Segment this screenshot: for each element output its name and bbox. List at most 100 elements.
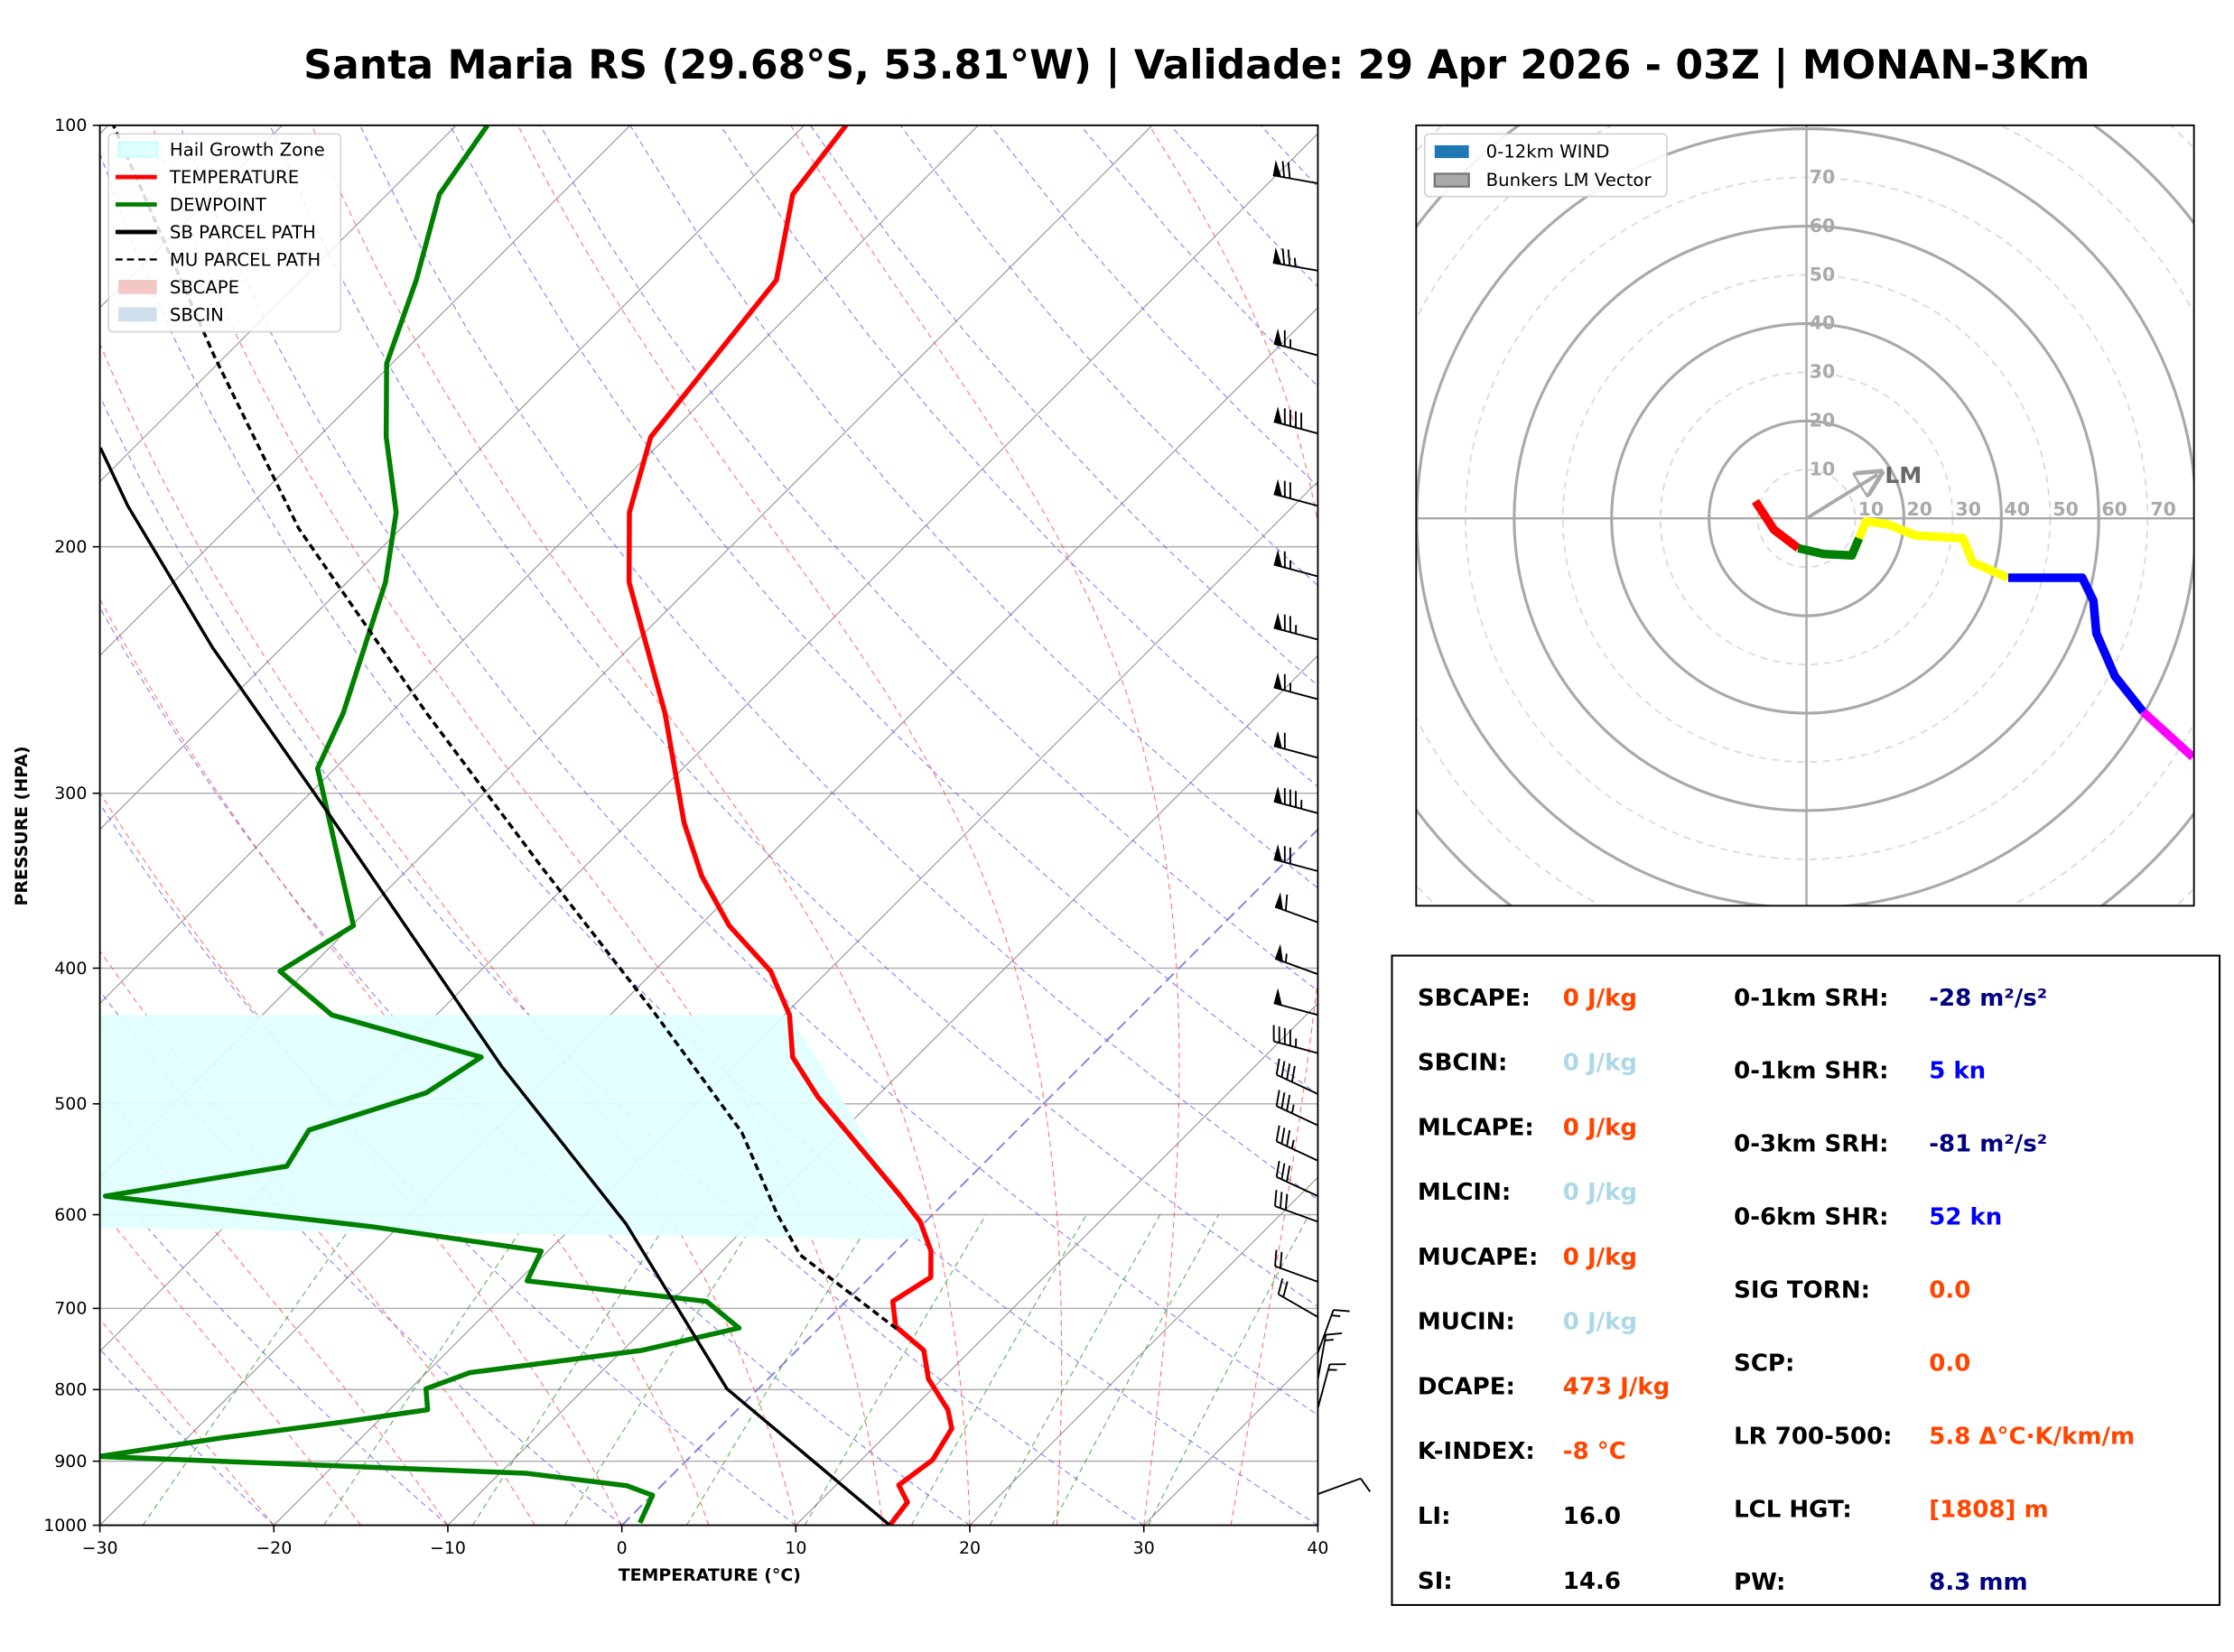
- wind-barb: [1273, 988, 1318, 1016]
- sb-parcel-path-line: [99, 447, 891, 1526]
- wind-barb: [1317, 1332, 1343, 1380]
- moist-adiabat: [1149, 125, 1318, 1526]
- moist-adiabat: [790, 125, 1180, 1526]
- dry-adiabat: [99, 989, 622, 1526]
- isotherm-line: [99, 306, 1318, 1526]
- wind-barb: [1275, 1058, 1318, 1095]
- legend-label: SB PARCEL PATH: [170, 222, 316, 243]
- dry-adiabat: [99, 607, 971, 1526]
- wind-barb: [1275, 1160, 1318, 1197]
- y-tick-label: 300: [54, 784, 87, 803]
- dewpoint-line: [99, 125, 742, 1525]
- legend-label: SBCAPE: [170, 277, 239, 298]
- legend-swatch: [1434, 144, 1469, 159]
- dry-adiabat: [99, 394, 1144, 1526]
- x-axis-label: TEMPERATURE (°C): [619, 1565, 801, 1585]
- dry-adiabat: [629, 125, 1318, 889]
- stat-value: 0 J/kg: [1563, 1114, 1637, 1141]
- mixing-ratio-line: [1148, 1214, 1310, 1526]
- x-tick-label: 0: [617, 1538, 628, 1558]
- bunkers-lm-label: LM: [1885, 462, 1922, 488]
- dry-adiabat: [179, 125, 1318, 1416]
- chart-title: Santa Maria RS (29.68°S, 53.81°W) | Vali…: [303, 42, 2090, 88]
- mixing-ratio-line: [142, 1214, 360, 1526]
- y-tick-label: 600: [54, 1205, 87, 1225]
- mixing-ratio-line: [910, 1214, 1087, 1526]
- x-tick-label: −20: [256, 1538, 292, 1558]
- hodograph-ring-label-h: 50: [2052, 498, 2079, 520]
- x-tick-label: 30: [1133, 1538, 1155, 1558]
- hodograph-frame: [1415, 124, 2195, 907]
- wind-barb: [1274, 943, 1318, 976]
- mixing-ratio-line: [563, 1214, 760, 1526]
- hodograph-segment: [1855, 516, 2010, 582]
- y-tick-label: 400: [54, 959, 87, 979]
- stat-label: PW:: [1734, 1569, 1785, 1596]
- hodograph-ring-label-h: 30: [1955, 498, 1981, 520]
- stat-value: 473 J/kg: [1563, 1373, 1670, 1400]
- mixing-ratio-line: [1051, 1214, 1219, 1526]
- wind-barb: [1273, 328, 1318, 357]
- x-tick-label: −30: [82, 1538, 118, 1558]
- hodograph-ring-label-h: 20: [1907, 498, 1933, 520]
- stat-label: SBCAPE:: [1418, 985, 1531, 1012]
- stat-value: 0 J/kg: [1563, 1179, 1637, 1206]
- isotherm-line: [99, 125, 979, 1005]
- legend-label: 0-12km WIND: [1486, 141, 1610, 162]
- hodograph-ring-label-v: 50: [1810, 264, 1836, 285]
- y-tick-label: 1000: [43, 1516, 87, 1536]
- stat-value: 0 J/kg: [1563, 1050, 1637, 1077]
- legend-swatch: [117, 141, 158, 158]
- x-tick-label: 10: [785, 1538, 806, 1558]
- stat-label: MUCAPE:: [1418, 1244, 1538, 1271]
- wind-barb: [1274, 1190, 1318, 1223]
- stat-label: MUCIN:: [1418, 1309, 1515, 1336]
- hodograph: 10 10 20 20 30 30 40 40 50 50 60 60 70 70 LM 0-12km WI…: [1415, 124, 2195, 907]
- isotherm-line: [273, 480, 1318, 1526]
- stat-label: SIG TORN:: [1734, 1276, 1870, 1304]
- wind-barb: [1273, 406, 1318, 435]
- isotherm-line: [99, 125, 457, 483]
- wind-barb: [1317, 1309, 1350, 1353]
- wind-barb: [1272, 1025, 1318, 1054]
- stat-value: -28 m²/s²: [1929, 985, 2047, 1012]
- stat-value: 0 J/kg: [1563, 1244, 1637, 1271]
- stat-label: SCP:: [1734, 1350, 1794, 1377]
- legend-label: DEWPOINT: [170, 195, 267, 216]
- mixing-ratio-line: [323, 1214, 532, 1526]
- hodograph-ring: [1416, 125, 2194, 906]
- wind-barb: [1273, 478, 1318, 507]
- isotherm-line: [447, 654, 1318, 1526]
- moist-adiabat: [99, 1086, 449, 1526]
- skewt-frame: [98, 124, 1319, 1527]
- stat-label: SI:: [1418, 1568, 1453, 1595]
- stat-label: LCL HGT:: [1734, 1496, 1852, 1523]
- legend-label: Hail Growth Zone: [170, 140, 325, 161]
- hodograph-ring-label-h: 10: [1858, 498, 1885, 520]
- stat-label: 0-1km SRH:: [1734, 985, 1888, 1012]
- mixing-ratio-line: [471, 1214, 673, 1526]
- stat-label: 0-1km SHR:: [1734, 1058, 1888, 1085]
- moist-adiabat: [151, 125, 884, 1526]
- isotherm-line: [99, 125, 284, 309]
- stat-value: -8 °C: [1563, 1438, 1626, 1465]
- stat-value: 0.0: [1929, 1350, 1970, 1377]
- wind-barb: [1275, 1125, 1318, 1162]
- wind-barb: [1273, 672, 1318, 701]
- hodograph-ring-label-v: 40: [1810, 312, 1836, 334]
- hodograph-ring-label-v: 20: [1810, 410, 1836, 432]
- hodograph-segment: [1751, 498, 1801, 552]
- legend-label: MU PARCEL PATH: [170, 250, 321, 271]
- wind-barb: [1272, 160, 1318, 184]
- moist-adiabat: [99, 598, 710, 1526]
- dry-adiabat: [99, 1348, 275, 1526]
- hodograph-ring-label-h: 40: [2004, 498, 2030, 520]
- dry-adiabat: [99, 152, 1318, 1526]
- stat-label: DCAPE:: [1418, 1373, 1515, 1400]
- moist-adiabat: [99, 1318, 275, 1526]
- legend-label: Bunkers LM Vector: [1486, 170, 1652, 190]
- legend-swatch: [118, 279, 157, 294]
- wind-barb: [1273, 612, 1318, 641]
- wind-barb: [1275, 1090, 1318, 1127]
- x-tick-label: −10: [430, 1538, 466, 1558]
